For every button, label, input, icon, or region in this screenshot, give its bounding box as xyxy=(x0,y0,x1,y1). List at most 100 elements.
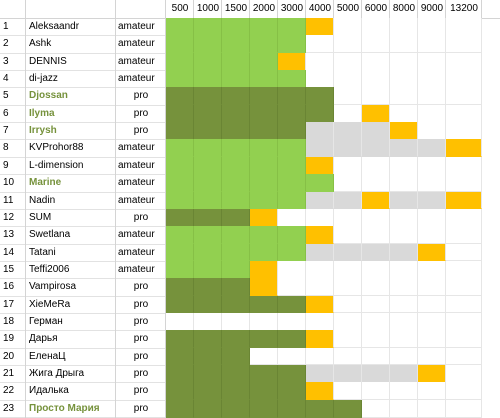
level-cell xyxy=(306,347,334,366)
level-cell xyxy=(446,278,482,297)
participant-type: amateur xyxy=(118,263,155,275)
row-divider xyxy=(0,365,166,366)
row-number: 8 xyxy=(3,142,9,154)
level-cell xyxy=(446,312,482,331)
level-cell xyxy=(250,312,278,331)
level-cell xyxy=(278,347,306,366)
level-cell xyxy=(278,174,306,192)
level-cell xyxy=(390,278,418,297)
level-cell xyxy=(278,191,306,210)
level-cell xyxy=(446,347,482,366)
level-cell xyxy=(278,52,306,71)
level-cell xyxy=(222,365,250,383)
level-cell xyxy=(306,18,334,36)
header-divider xyxy=(445,0,446,18)
participant-type: pro xyxy=(133,368,149,379)
level-cell xyxy=(250,139,278,158)
level-cell xyxy=(222,208,250,227)
level-cell xyxy=(418,226,446,245)
row-number: 18 xyxy=(3,315,15,327)
participant-type: pro xyxy=(133,107,149,119)
row-number: 7 xyxy=(3,125,9,137)
level-cell xyxy=(446,243,482,262)
participant-name: Aleksaandr xyxy=(29,21,80,32)
row-number: 10 xyxy=(3,177,15,189)
level-cell xyxy=(362,191,390,210)
level-cell xyxy=(334,208,362,227)
row-number: 20 xyxy=(3,350,15,362)
level-cell xyxy=(222,52,250,71)
participant-type: amateur xyxy=(118,142,155,154)
column-header: 4000 xyxy=(308,3,332,14)
level-cell xyxy=(250,104,278,123)
level-cell xyxy=(250,174,278,192)
level-cell xyxy=(278,122,306,140)
level-cell xyxy=(390,226,418,245)
level-cell xyxy=(390,243,418,262)
level-cell xyxy=(418,52,446,71)
level-cell xyxy=(390,18,418,36)
level-cell xyxy=(250,330,278,349)
row-number: 19 xyxy=(3,333,15,345)
level-cell xyxy=(334,347,362,366)
level-cell xyxy=(334,312,362,331)
level-cell xyxy=(250,399,278,418)
level-cell xyxy=(250,191,278,210)
level-cell xyxy=(362,226,390,245)
level-cell xyxy=(250,295,278,314)
level-cell xyxy=(390,191,418,210)
level-cell xyxy=(362,18,390,36)
level-cell xyxy=(194,104,222,123)
level-cell xyxy=(278,87,306,106)
level-cell xyxy=(362,243,390,262)
level-cell xyxy=(334,70,362,88)
row-divider xyxy=(0,243,166,245)
level-cell xyxy=(390,139,418,158)
row-divider xyxy=(0,52,166,54)
level-cell xyxy=(194,208,222,227)
level-cell xyxy=(194,278,222,297)
level-cell xyxy=(306,382,334,401)
level-cell xyxy=(334,226,362,245)
header-divider xyxy=(193,0,194,18)
participant-type: amateur xyxy=(118,55,155,67)
row-number: 4 xyxy=(3,73,9,85)
participant-type: pro xyxy=(133,211,149,223)
column-divider xyxy=(165,0,166,418)
column-header: 5000 xyxy=(336,3,360,14)
participant-name: L-dimension xyxy=(29,159,84,171)
level-cell xyxy=(362,278,390,297)
level-cell xyxy=(446,295,482,314)
level-cell xyxy=(250,122,278,140)
level-cell xyxy=(334,18,362,36)
level-cell xyxy=(166,347,194,366)
level-cell xyxy=(250,208,278,227)
level-cell xyxy=(306,156,334,175)
row-divider xyxy=(0,278,166,280)
level-cell xyxy=(222,382,250,401)
level-cell xyxy=(306,243,334,262)
row-divider xyxy=(0,347,166,349)
level-cell xyxy=(306,365,334,383)
level-cell xyxy=(166,18,194,36)
level-cell xyxy=(250,278,278,297)
row-divider xyxy=(0,382,166,384)
row-divider xyxy=(0,260,166,262)
level-cell xyxy=(222,347,250,366)
participant-type: amateur xyxy=(118,38,155,50)
level-cell xyxy=(390,365,418,383)
level-cell xyxy=(278,382,306,401)
participant-type: pro xyxy=(133,298,149,310)
level-cell xyxy=(390,330,418,349)
column-header: 9000 xyxy=(420,3,444,14)
row-number: 16 xyxy=(3,281,15,293)
level-cell xyxy=(390,347,418,366)
level-cell xyxy=(306,122,334,140)
participant-name: Ilyma xyxy=(29,107,55,119)
level-cell xyxy=(166,104,194,123)
level-cell xyxy=(334,35,362,54)
level-cell xyxy=(250,87,278,106)
level-cell xyxy=(362,139,390,158)
row-number: 14 xyxy=(3,246,15,258)
level-cell xyxy=(418,191,446,210)
